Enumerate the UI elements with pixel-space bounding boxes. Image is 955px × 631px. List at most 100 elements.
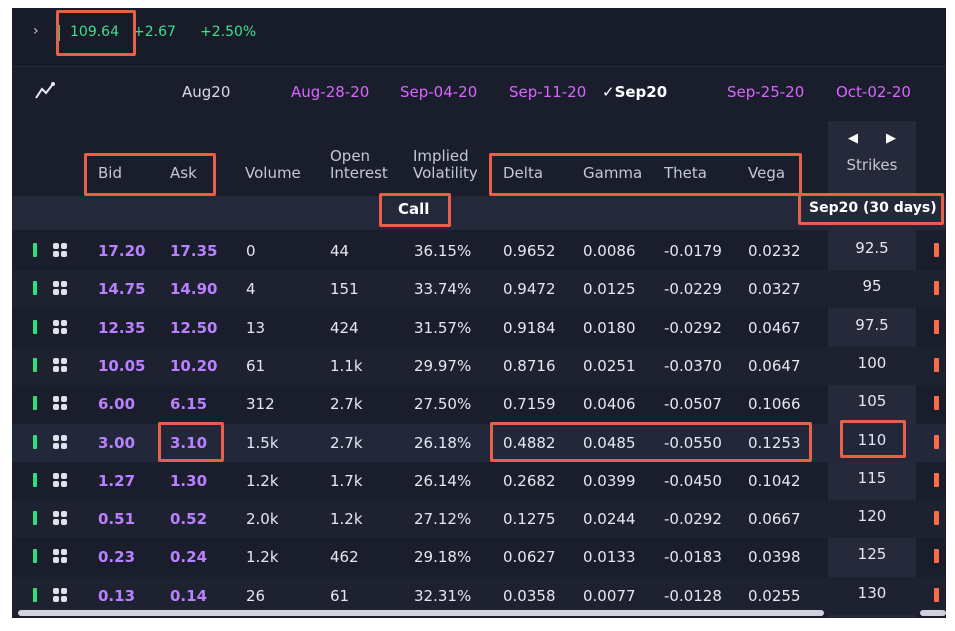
oi-cell: 1.1k	[330, 357, 363, 375]
grid-icon[interactable]	[53, 358, 67, 372]
ask-cell[interactable]: 3.10	[170, 434, 208, 452]
bid-cell[interactable]: 12.35	[98, 319, 146, 337]
checkmark-icon: ✓	[602, 83, 615, 101]
expiration-oct-02-20[interactable]: Oct-02-20	[836, 83, 911, 101]
bid-cell[interactable]: 0.13	[98, 587, 136, 605]
bid-cell[interactable]: 17.20	[98, 242, 146, 260]
chart-line-icon[interactable]	[34, 81, 56, 101]
strike-nav: ◀▶	[828, 131, 916, 146]
option-row[interactable]: 14.75 14.90 4 151 33.74% 0.9472 0.0125 -0.0229 0…	[12, 270, 946, 308]
annotation-strike	[840, 420, 906, 458]
annotation-ask-cell	[158, 422, 224, 462]
bid-cell[interactable]: 0.23	[98, 548, 136, 566]
ask-header[interactable]: Ask	[170, 164, 197, 182]
expiration-aug20[interactable]: Aug20	[182, 83, 231, 101]
ask-cell[interactable]: 17.35	[170, 242, 218, 260]
delta-cell: 0.7159	[503, 395, 556, 413]
ask-cell[interactable]: 10.20	[170, 357, 218, 375]
ask-cell[interactable]: 14.90	[170, 280, 218, 298]
grid-icon[interactable]	[53, 511, 67, 525]
expiration-sep20[interactable]: ✓Sep20	[602, 83, 667, 101]
oi-cell: 2.7k	[330, 434, 363, 452]
bid-cell[interactable]: 1.27	[98, 472, 136, 490]
grid-icon[interactable]	[53, 281, 67, 295]
ask-cell[interactable]: 12.50	[170, 319, 218, 337]
put-marker	[934, 396, 939, 410]
strike-cell: 92.5	[855, 239, 889, 257]
put-marker	[934, 549, 939, 563]
horizontal-scrollbar[interactable]	[18, 610, 824, 616]
arrow-left-icon[interactable]: ◀	[848, 131, 886, 146]
option-row[interactable]: 0.13 0.14 26 61 32.31% 0.0358 0.0077 -0.0128 0.0…	[12, 577, 946, 615]
vega-cell: 0.1066	[748, 395, 801, 413]
chevron-right-icon[interactable]: ›	[33, 23, 39, 39]
volume-cell: 26	[246, 587, 266, 605]
strike-cell: 125	[857, 545, 887, 563]
grid-icon[interactable]	[53, 473, 67, 487]
ticker-bar: › 109.64 +2.67 +2.50%	[12, 8, 946, 67]
iv-header-line2: Volatility	[413, 164, 478, 182]
expiration-sep-25-20[interactable]: Sep-25-20	[727, 83, 805, 101]
ask-cell[interactable]: 0.24	[170, 548, 208, 566]
grid-icon[interactable]	[53, 588, 67, 602]
theta-cell: -0.0550	[664, 434, 722, 452]
grid-icon[interactable]	[53, 320, 67, 334]
option-row[interactable]: 3.00 3.10 1.5k 2.7k 26.18% 0.4882 0.0485 -0.055…	[12, 424, 946, 462]
option-row[interactable]: 1.27 1.30 1.2k 1.7k 26.14% 0.2682 0.0399 -0.045…	[12, 462, 946, 500]
theta-cell: -0.0128	[664, 587, 722, 605]
grid-icon[interactable]	[53, 549, 67, 563]
bid-cell[interactable]: 14.75	[98, 280, 146, 298]
option-row[interactable]: 6.00 6.15 312 2.7k 27.50% 0.7159 0.0406 -0.0507…	[12, 385, 946, 423]
grid-icon[interactable]	[53, 396, 67, 410]
call-marker	[33, 435, 37, 449]
vega-header[interactable]: Vega	[748, 164, 786, 182]
option-row[interactable]: 0.51 0.52 2.0k 1.2k 27.12% 0.1275 0.0244 -0.029…	[12, 500, 946, 538]
expiration-sep-04-20[interactable]: Sep-04-20	[400, 83, 478, 101]
option-row[interactable]: 0.23 0.24 1.2k 462 29.18% 0.0627 0.0133 -0.0183…	[12, 538, 946, 576]
horizontal-scrollbar-right[interactable]	[920, 610, 946, 616]
open-interest-header[interactable]: Open Interest	[330, 148, 388, 182]
gamma-header[interactable]: Gamma	[583, 164, 643, 182]
grid-icon[interactable]	[53, 243, 67, 257]
gamma-cell: 0.0125	[583, 280, 636, 298]
put-marker	[934, 435, 939, 449]
theta-cell: -0.0229	[664, 280, 722, 298]
call-marker	[33, 588, 37, 602]
bid-cell[interactable]: 6.00	[98, 395, 136, 413]
bid-cell[interactable]: 10.05	[98, 357, 146, 375]
bid-cell[interactable]: 0.51	[98, 510, 136, 528]
theta-cell: -0.0183	[664, 548, 722, 566]
expiration-sep-11-20[interactable]: Sep-11-20	[509, 83, 587, 101]
expiration-aug-28-20[interactable]: Aug-28-20	[291, 83, 370, 101]
arrow-right-icon[interactable]: ▶	[886, 131, 924, 146]
oi-cell: 61	[330, 587, 350, 605]
oi-cell: 1.7k	[330, 472, 363, 490]
open-interest-header-line2: Interest	[330, 164, 388, 182]
delta-header[interactable]: Delta	[503, 164, 544, 182]
iv-cell: 32.31%	[414, 587, 472, 605]
ask-cell[interactable]: 1.30	[170, 472, 208, 490]
option-row[interactable]: 10.05 10.20 61 1.1k 29.97% 0.8716 0.0251 -0.037…	[12, 347, 946, 385]
option-row[interactable]: 12.35 12.50 13 424 31.57% 0.9184 0.0180 -0.0292…	[12, 309, 946, 347]
gamma-cell: 0.0133	[583, 548, 636, 566]
volume-cell: 13	[246, 319, 266, 337]
bid-header[interactable]: Bid	[98, 164, 122, 182]
ask-cell[interactable]: 0.14	[170, 587, 208, 605]
iv-cell: 27.50%	[414, 395, 472, 413]
gamma-cell: 0.0251	[583, 357, 636, 375]
put-marker	[934, 281, 939, 295]
option-row[interactable]: 17.20 17.35 0 44 36.15% 0.9652 0.0086 -0.0179 0.…	[12, 232, 946, 270]
theta-header[interactable]: Theta	[664, 164, 707, 182]
ask-cell[interactable]: 0.52	[170, 510, 208, 528]
volume-cell: 1.2k	[246, 472, 279, 490]
volume-header[interactable]: Volume	[245, 164, 301, 182]
implied-volatility-header[interactable]: Implied Volatility	[413, 148, 478, 182]
option-chain-panel: › 109.64 +2.67 +2.50% Aug20 Aug-28-20 Se…	[12, 8, 946, 618]
call-marker	[33, 549, 37, 563]
vega-cell: 0.1042	[748, 472, 801, 490]
annotation-expiry	[798, 193, 944, 225]
bid-cell[interactable]: 3.00	[98, 434, 136, 452]
ask-cell[interactable]: 6.15	[170, 395, 208, 413]
strike-cell: 100	[857, 354, 887, 372]
grid-icon[interactable]	[53, 435, 67, 449]
